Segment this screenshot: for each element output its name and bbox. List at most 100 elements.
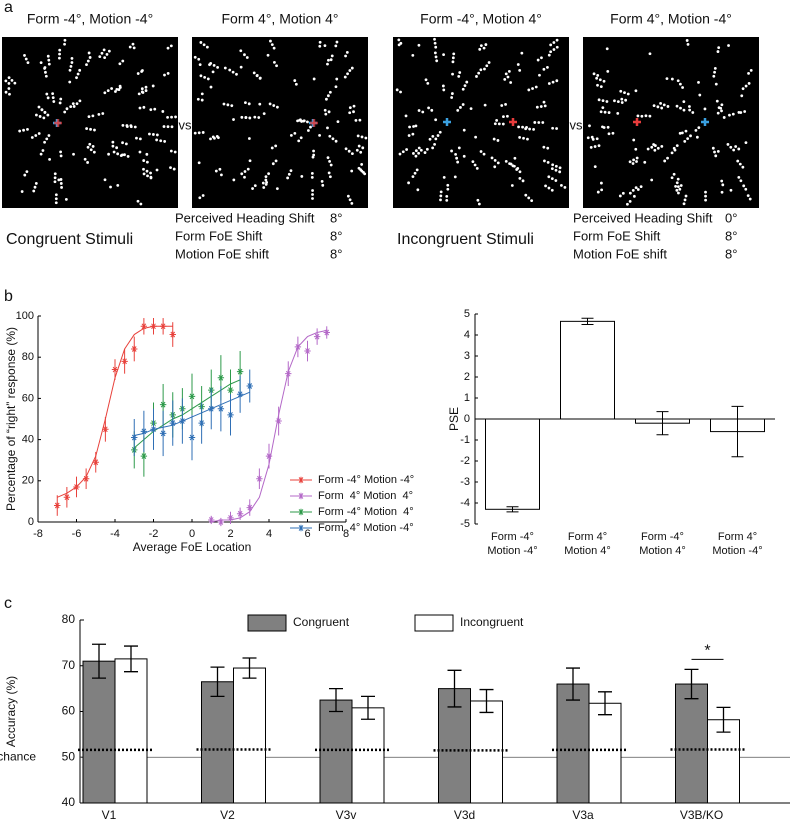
dot bbox=[593, 145, 597, 148]
dot bbox=[125, 125, 129, 128]
dot bbox=[411, 132, 415, 136]
dot bbox=[682, 108, 686, 112]
dot bbox=[634, 89, 638, 93]
dot bbox=[64, 197, 68, 201]
dot bbox=[681, 86, 684, 89]
y-tick-label: 40 bbox=[22, 434, 34, 446]
dot bbox=[446, 187, 450, 191]
dot bbox=[672, 172, 676, 176]
dot bbox=[601, 125, 604, 129]
dot bbox=[689, 134, 692, 138]
dot bbox=[421, 110, 425, 114]
dot bbox=[442, 175, 446, 179]
x-tick-label: Motion -4° bbox=[712, 545, 762, 557]
dot bbox=[300, 120, 303, 123]
dot bbox=[268, 102, 272, 106]
dot bbox=[33, 185, 37, 189]
dot bbox=[335, 40, 339, 44]
dot bbox=[41, 149, 45, 152]
dot bbox=[652, 104, 656, 107]
dot bbox=[726, 143, 730, 146]
stimulus-title: Form 4°, Motion -4° bbox=[610, 11, 732, 27]
dot bbox=[407, 181, 410, 185]
dot bbox=[644, 114, 648, 118]
x-tick-label: V3v bbox=[336, 808, 357, 822]
dot bbox=[128, 45, 132, 49]
dot bbox=[328, 134, 332, 138]
dot bbox=[492, 137, 496, 141]
dot bbox=[123, 153, 126, 157]
dot bbox=[697, 80, 700, 84]
dot bbox=[605, 47, 609, 51]
marker bbox=[63, 494, 71, 501]
dot bbox=[101, 112, 105, 115]
dot bbox=[518, 176, 522, 180]
dot bbox=[533, 121, 537, 124]
dot bbox=[554, 168, 558, 172]
dot bbox=[496, 139, 500, 142]
dot bbox=[660, 106, 664, 110]
dot bbox=[352, 104, 356, 108]
dot bbox=[732, 148, 736, 152]
x-tick-label: Form 4° bbox=[568, 531, 607, 543]
dot bbox=[539, 105, 543, 108]
dot bbox=[620, 101, 624, 104]
row-label: Motion FoE shift bbox=[573, 246, 667, 261]
dot bbox=[678, 187, 682, 191]
dot bbox=[118, 62, 122, 66]
bar bbox=[201, 681, 234, 804]
dot bbox=[46, 54, 50, 58]
dot bbox=[328, 159, 332, 163]
dot bbox=[684, 129, 688, 133]
dot bbox=[335, 77, 339, 81]
dot bbox=[169, 149, 173, 153]
dot bbox=[142, 167, 145, 171]
reference-label: chance bbox=[0, 749, 36, 763]
dot bbox=[199, 74, 203, 78]
dot bbox=[611, 131, 615, 135]
dot bbox=[350, 152, 354, 156]
dot bbox=[653, 148, 657, 152]
dot bbox=[477, 71, 481, 75]
marker bbox=[313, 333, 321, 340]
dot bbox=[318, 44, 322, 48]
x-tick-label: Motion -4° bbox=[487, 545, 537, 557]
dot bbox=[739, 111, 743, 114]
row-value: 8° bbox=[725, 228, 737, 243]
dot bbox=[416, 188, 420, 192]
y-tick-label: 3 bbox=[464, 350, 470, 362]
dot bbox=[476, 198, 480, 202]
dot bbox=[200, 98, 204, 102]
dot bbox=[44, 74, 48, 78]
dot bbox=[586, 136, 590, 140]
dot bbox=[521, 125, 524, 129]
dot bbox=[656, 146, 660, 150]
dot bbox=[676, 177, 680, 181]
dot bbox=[4, 90, 8, 94]
dot bbox=[434, 55, 438, 59]
dot bbox=[496, 161, 500, 165]
dot bbox=[4, 79, 8, 83]
dot bbox=[554, 179, 558, 182]
dot bbox=[243, 53, 246, 57]
dot bbox=[435, 59, 439, 63]
dot bbox=[354, 118, 358, 122]
dot bbox=[620, 97, 624, 101]
marker bbox=[217, 374, 225, 381]
dot bbox=[232, 118, 235, 121]
dot bbox=[626, 92, 630, 96]
dot bbox=[26, 127, 29, 131]
stimulus-title: Form -4°, Motion -4° bbox=[27, 11, 153, 27]
dot bbox=[744, 84, 748, 88]
dot bbox=[144, 85, 148, 89]
dot bbox=[360, 169, 364, 173]
stimulus-title: Form 4°, Motion 4° bbox=[221, 11, 338, 27]
dot bbox=[399, 90, 402, 94]
error-bar bbox=[92, 643, 106, 679]
dot bbox=[269, 39, 272, 43]
dot bbox=[588, 124, 591, 128]
dot bbox=[508, 162, 511, 165]
dot bbox=[44, 70, 47, 74]
dot bbox=[58, 52, 61, 56]
dot bbox=[100, 51, 104, 55]
